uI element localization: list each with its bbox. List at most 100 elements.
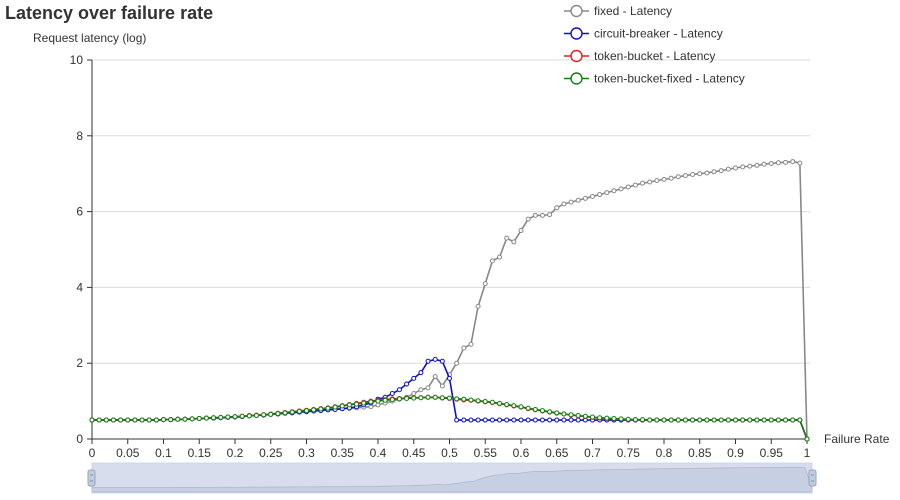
legend-item[interactable]: token-bucket - Latency [564,49,715,63]
data-point [375,398,381,404]
data-point [697,171,703,177]
data-point [175,416,181,422]
data-point [253,413,259,419]
x-tick-label: 0.7 [584,446,601,460]
data-point [103,417,109,423]
data-point [289,409,295,415]
data-point [718,168,724,174]
data-point [468,397,474,403]
data-point [454,360,460,366]
data-point [539,212,545,218]
data-point [554,417,560,423]
data-point [382,397,388,403]
data-point [368,399,374,405]
x-tick-label: 0.65 [545,446,569,460]
data-point [797,160,803,166]
data-point [640,180,646,186]
legend-item[interactable]: circuit-breaker - Latency [564,27,723,41]
axes [87,59,808,444]
data-point [582,195,588,201]
data-point [640,417,646,423]
data-point [239,413,245,419]
data-point [425,394,431,400]
y-tick-label: 2 [76,356,83,370]
data-point [497,417,503,423]
data-point [654,417,660,423]
data-point [232,414,238,420]
data-point [246,413,252,419]
data-zoom-left-handle[interactable] [87,469,96,487]
data-zoom-right-handle[interactable] [808,469,817,487]
legend-circle-icon [570,72,583,85]
data-point [439,383,445,389]
data-point [468,341,474,347]
data-point [725,417,731,423]
legend[interactable]: fixed - Latency circuit-breaker - Latency… [564,4,745,86]
data-point [482,398,488,404]
data-point [89,417,95,423]
legend-label: token-bucket - Latency [594,49,715,63]
x-tick-label: 0.1 [155,446,172,460]
data-point [618,186,624,192]
data-point [482,417,488,423]
data-point [439,395,445,401]
data-point [790,159,796,165]
x-axis-label: Failure Rate [824,432,890,446]
data-point [439,358,445,364]
data-point [725,166,731,172]
legend-item[interactable]: fixed - Latency [564,4,672,18]
data-point [161,417,166,423]
data-point [518,228,524,234]
data-point [747,417,753,423]
data-point [532,406,538,412]
y-tick-label: 6 [76,205,83,219]
data-point [475,398,481,404]
data-point [590,193,595,199]
data-point [704,170,710,176]
data-point [304,408,309,414]
data-point [582,413,588,419]
x-tick-label: 0 [89,446,96,460]
data-point [668,417,674,423]
data-point [354,401,360,407]
data-point [425,385,431,391]
data-point [339,403,345,409]
data-point [604,190,610,196]
data-point [611,188,617,194]
data-point [682,173,688,179]
data-point [504,417,510,423]
data-point [275,411,281,417]
x-tick-label: 0.6 [513,446,530,460]
data-zoom-selection[interactable] [92,463,812,493]
data-point [754,417,760,423]
data-point [783,159,789,165]
data-point [361,400,367,406]
data-point [168,417,174,423]
data-point [704,417,710,423]
data-point [561,417,567,423]
x-tick-label: 0.05 [116,446,140,460]
data-point [618,416,624,422]
data-point [182,416,188,422]
data-zoom-slider[interactable] [87,462,817,494]
legend-label: circuit-breaker - Latency [594,27,723,41]
data-point [389,391,395,397]
data-point [261,412,267,418]
data-point [225,414,231,420]
data-point [118,417,124,423]
data-point [711,417,717,423]
data-point [675,417,681,423]
data-point [461,345,467,351]
data-point [740,164,746,170]
data-point [475,303,481,309]
data-point [647,417,653,423]
data-point [497,254,503,260]
data-point [325,405,331,411]
x-tick-label: 0.8 [656,446,673,460]
data-point [682,417,688,423]
data-point [132,417,138,423]
data-point [547,212,553,218]
legend-item[interactable]: token-bucket-fixed - Latency [564,72,745,86]
data-point [661,176,667,182]
data-point [697,417,703,423]
